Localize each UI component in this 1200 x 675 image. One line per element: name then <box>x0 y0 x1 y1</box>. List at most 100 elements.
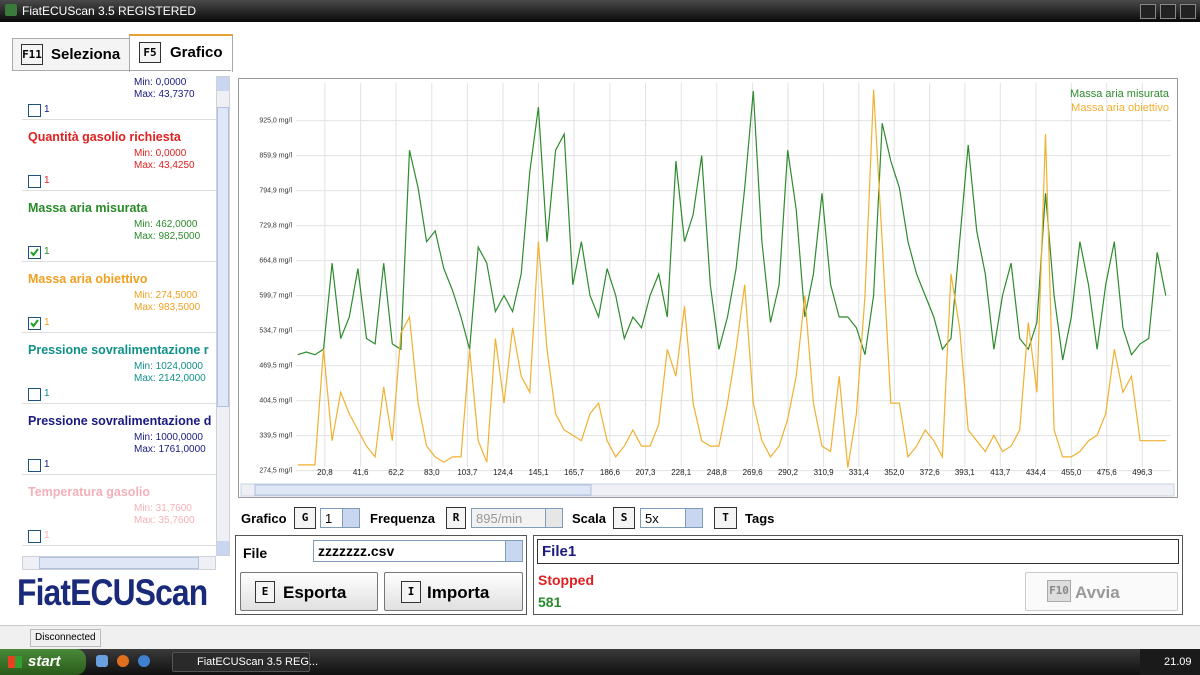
quicklaunch-icon[interactable] <box>96 655 108 667</box>
channel-item[interactable]: Pressione sovralimentazione d Min: 1000,0… <box>22 414 216 484</box>
start-button[interactable]: start <box>0 649 86 675</box>
tab-grafico[interactable]: F5 Grafico <box>129 34 233 72</box>
chart: 274,5 mg/l 339,5 mg/l 404,5 mg/l 469,5 mg/l… <box>240 83 1175 497</box>
channel-item[interactable]: Min: 0,0000 Max: 43,7370 1 <box>22 72 216 129</box>
button-label: Esporta <box>283 583 347 602</box>
channel-checkbox[interactable] <box>28 388 41 401</box>
channel-checkbox[interactable] <box>28 459 41 472</box>
scale-select[interactable]: 5x <box>640 508 703 528</box>
channel-item[interactable]: Quantità gasolio richiesta Min: 0,0000 Max… <box>22 130 216 200</box>
connection-status: Disconnected <box>30 629 101 647</box>
channel-checkbox[interactable] <box>28 104 41 117</box>
channel-checkbox[interactable] <box>28 246 41 259</box>
channel-max: Max: 983,5000 <box>134 302 201 313</box>
key-box: R <box>446 507 466 529</box>
import-button[interactable]: I Importa <box>384 572 523 611</box>
channel-item[interactable]: Massa aria obiettivo Min: 274,5000 Max: 98… <box>22 272 216 342</box>
dropdown-arrow[interactable] <box>505 541 522 561</box>
taskbar: start FiatECUScan 3.5 REG... 21.09 <box>0 649 1200 675</box>
x-tick-label: 475,6 <box>1097 468 1118 477</box>
y-tick-label: 274,5 mg/l <box>259 467 292 474</box>
channel-checkbox[interactable] <box>28 317 41 330</box>
x-tick-label: 145,1 <box>529 468 550 477</box>
tab-key: F11 <box>21 44 43 65</box>
x-tick-label: 83,0 <box>424 468 440 477</box>
file-select[interactable]: zzzzzzz.csv <box>313 540 523 562</box>
channel-item[interactable]: Massa aria misurata Min: 462,0000 Max: 982… <box>22 201 216 271</box>
minimize-button[interactable] <box>1140 4 1156 19</box>
channel-check-label: 1 <box>44 175 50 186</box>
x-tick-label: 248,8 <box>707 468 728 477</box>
x-tick-label: 496,3 <box>1132 468 1153 477</box>
close-button[interactable] <box>1180 4 1196 19</box>
y-tick-label: 404,5 mg/l <box>259 397 292 404</box>
x-tick-label: 20,8 <box>317 468 333 477</box>
x-tick-label: 103,7 <box>457 468 478 477</box>
channel-max: Max: 1761,0000 <box>134 444 206 455</box>
dropdown-arrow[interactable] <box>685 509 702 527</box>
task-button[interactable]: FiatECUScan 3.5 REG... <box>172 652 318 672</box>
scroll-down[interactable] <box>217 541 229 555</box>
series-line <box>297 91 1167 361</box>
x-tick-label: 62,2 <box>388 468 404 477</box>
file-name-field[interactable]: File1 <box>537 539 1179 564</box>
vertical-scrollbar[interactable] <box>216 76 230 556</box>
x-tick-label: 413,7 <box>990 468 1011 477</box>
legend-entry: Massa aria misurata <box>1070 88 1170 100</box>
channel-name: Pressione sovralimentazione r <box>28 343 209 357</box>
tab-label: Seleziona <box>51 46 121 63</box>
run-panel: File1 Stopped 581 F10 Avvia <box>533 535 1183 615</box>
start-run-button[interactable]: F10 Avvia <box>1025 572 1178 611</box>
channel-min: Min: 274,5000 <box>134 290 198 301</box>
dropdown-arrow <box>545 509 562 527</box>
export-button[interactable]: E Esporta <box>240 572 378 611</box>
check-mark <box>30 248 39 257</box>
check-mark <box>30 319 39 328</box>
tags-label[interactable]: Tags <box>745 511 775 526</box>
x-tick-label: 455,0 <box>1061 468 1082 477</box>
quicklaunch-icon[interactable] <box>117 655 129 667</box>
x-tick-label: 393,1 <box>955 468 976 477</box>
channel-item[interactable]: Pressione sovralimentazione r Min: 1024,0… <box>22 343 216 413</box>
scroll-up[interactable] <box>217 77 229 91</box>
y-tick-label: 339,5 mg/l <box>259 432 292 439</box>
x-tick-label: 165,7 <box>564 468 585 477</box>
channel-checkbox[interactable] <box>28 175 41 188</box>
scroll-thumb[interactable] <box>217 107 229 407</box>
dropdown-arrow[interactable] <box>342 509 359 527</box>
key-box: G <box>294 507 316 529</box>
graph-label: Grafico <box>241 511 287 526</box>
channel-separator <box>22 190 216 191</box>
tab-seleziona[interactable]: F11 Seleziona <box>12 38 130 71</box>
horizontal-scrollbar[interactable] <box>22 556 216 570</box>
channel-item[interactable]: Temperatura gasolio Min: 31,7600 Max: 35,7… <box>22 485 216 555</box>
maximize-button[interactable] <box>1160 4 1176 19</box>
y-tick-label: 664,8 mg/l <box>259 257 292 264</box>
sample-count: 581 <box>538 594 562 610</box>
quicklaunch-icon[interactable] <box>138 655 150 667</box>
x-tick-label: 310,9 <box>814 468 835 477</box>
y-tick-label: 729,8 mg/l <box>259 223 292 230</box>
channel-separator <box>22 403 216 404</box>
key-box: F10 <box>1047 580 1071 602</box>
graph-select[interactable]: 1 <box>320 508 360 528</box>
key-box[interactable]: T <box>714 507 737 529</box>
y-tick-label: 794,9 mg/l <box>259 187 292 194</box>
channel-name: Massa aria misurata <box>28 201 148 215</box>
x-tick-label: 352,0 <box>884 468 905 477</box>
button-label: Avvia <box>1075 583 1120 602</box>
channel-check-label: 1 <box>44 317 50 328</box>
channel-check-label: 1 <box>44 246 50 257</box>
channel-checkbox[interactable] <box>28 530 41 543</box>
select-value: 895/min <box>476 511 523 526</box>
file-panel: File zzzzzzz.csv E Esporta I Importa <box>235 535 527 615</box>
title-bar: FiatECUScan 3.5 REGISTERED <box>0 0 1200 22</box>
status-bar: Disconnected <box>0 625 1200 650</box>
scroll-thumb[interactable] <box>39 557 199 569</box>
channel-max: Max: 43,4250 <box>134 160 195 171</box>
y-tick-label: 534,7 mg/l <box>259 327 292 334</box>
x-tick-label: 331,4 <box>849 468 870 477</box>
select-value: zzzzzzz.csv <box>318 543 395 559</box>
chart-panel: 274,5 mg/l 339,5 mg/l 404,5 mg/l 469,5 mg/l… <box>238 78 1178 498</box>
